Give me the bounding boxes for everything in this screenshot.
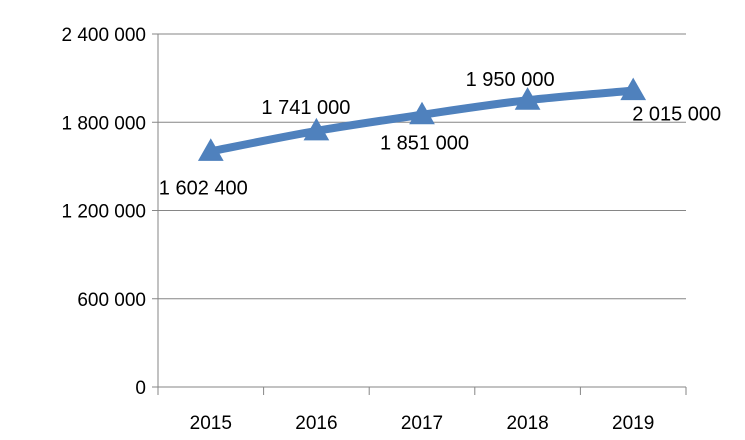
x-tick-label: 2016 bbox=[295, 413, 337, 434]
data-labels: 1 602 400 1 741 000 1 851 000 1 950 000 2 01… bbox=[159, 69, 721, 199]
x-axis-tick-labels: 2015 2016 2017 2018 2019 bbox=[190, 413, 655, 434]
gridlines bbox=[158, 33, 686, 300]
x-tick-label: 2018 bbox=[506, 413, 548, 434]
axes bbox=[152, 33, 687, 395]
data-point-marker bbox=[303, 117, 330, 141]
y-tick-label: 1 200 000 bbox=[61, 202, 146, 223]
y-tick-label: 0 bbox=[135, 378, 146, 399]
data-label: 1 950 000 bbox=[466, 69, 555, 91]
data-label: 1 851 000 bbox=[380, 133, 469, 155]
y-axis-tick-labels: 0 600 000 1 200 000 1 800 000 2 400 000 bbox=[61, 25, 146, 399]
y-tick-label: 2 400 000 bbox=[61, 25, 146, 46]
x-tick-label: 2019 bbox=[612, 413, 654, 434]
data-label: 2 015 000 bbox=[632, 104, 721, 126]
series-markers bbox=[197, 77, 647, 161]
data-point-marker bbox=[514, 87, 541, 110]
data-label: 1 741 000 bbox=[261, 97, 350, 119]
y-tick-label: 600 000 bbox=[77, 290, 146, 311]
y-tick-label: 1 800 000 bbox=[61, 113, 146, 134]
x-tick-label: 2017 bbox=[401, 413, 443, 434]
data-point-marker bbox=[409, 101, 435, 125]
data-point-marker bbox=[620, 77, 647, 101]
data-point-marker bbox=[197, 138, 224, 161]
data-label: 1 602 400 bbox=[159, 177, 248, 199]
x-tick-label: 2015 bbox=[190, 413, 232, 434]
